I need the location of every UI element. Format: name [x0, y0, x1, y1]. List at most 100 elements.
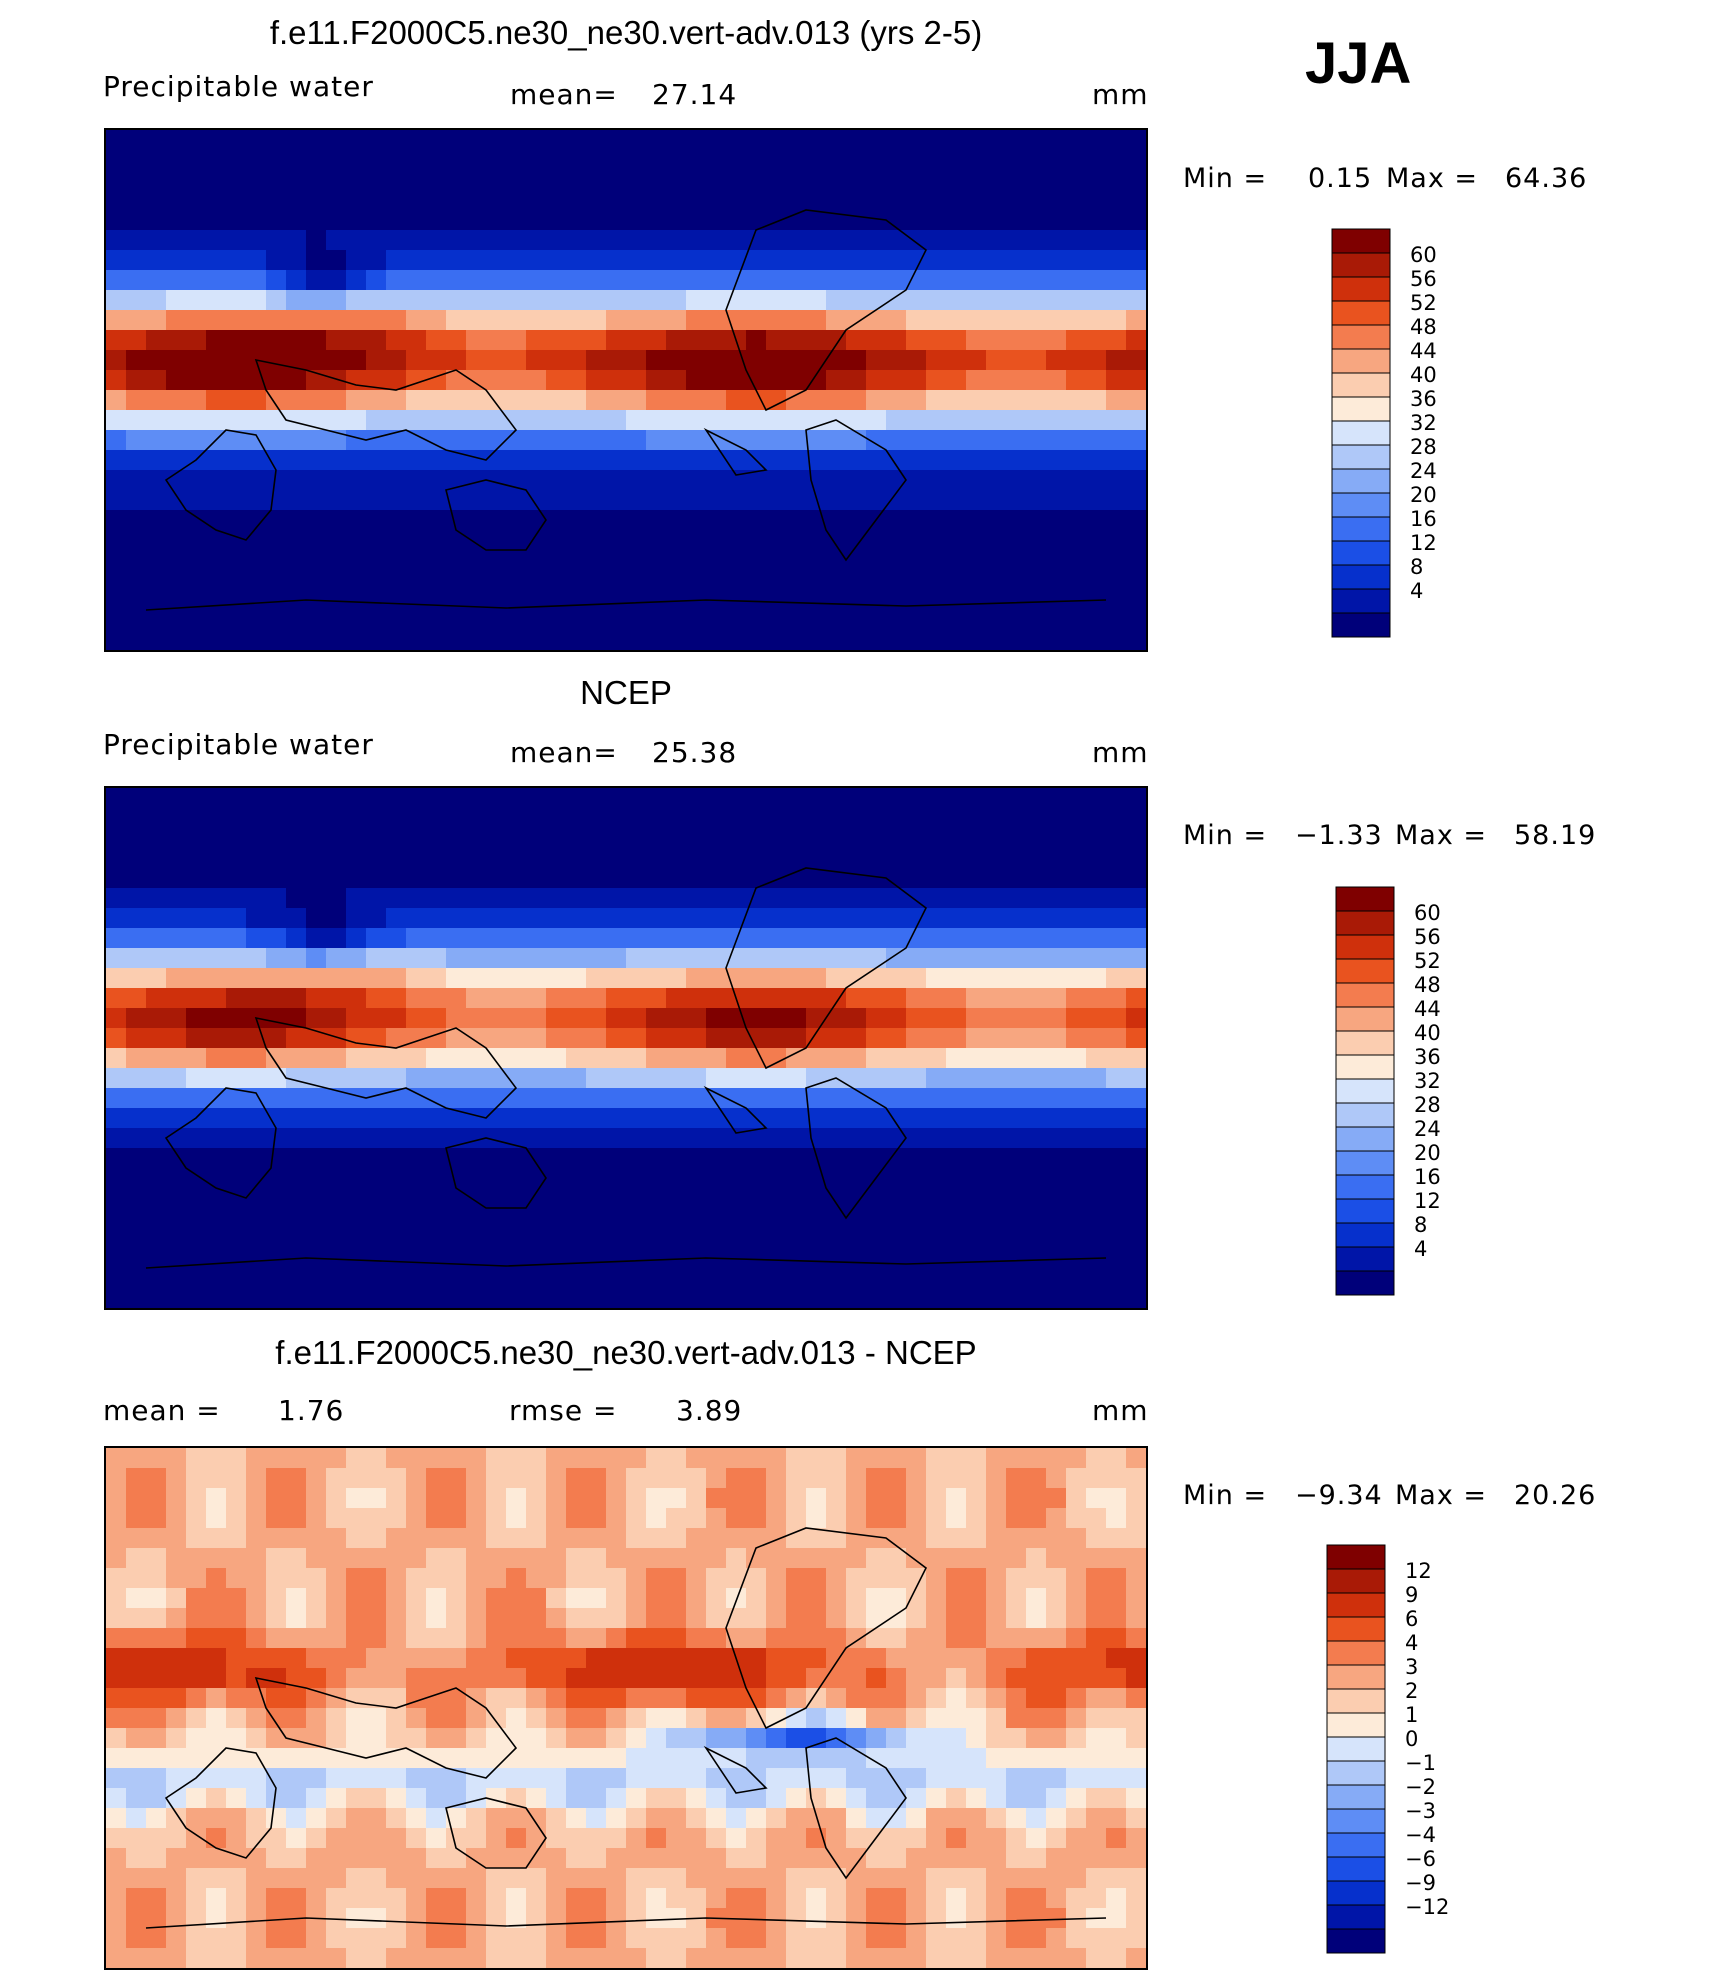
- colorbar-tick-label: 2: [1405, 1679, 1418, 1703]
- colorbar-swatch: [1326, 1928, 1386, 1954]
- panel2-title: NCEP: [580, 674, 672, 711]
- panel2-max-label: Max =: [1395, 820, 1488, 851]
- colorbar-swatch: [1335, 1174, 1395, 1200]
- colorbar-swatch: [1331, 564, 1391, 590]
- colorbar-swatch: [1335, 1006, 1395, 1032]
- colorbar-swatch: [1335, 934, 1395, 960]
- panel2-variable-label: Precipitable water: [103, 728, 374, 761]
- colorbar-tick-label: 12: [1414, 1189, 1441, 1213]
- panel1-map-svg: [106, 130, 1146, 650]
- colorbar-swatch: [1335, 1030, 1395, 1056]
- colorbar-swatch: [1326, 1688, 1386, 1714]
- colorbar-tick-label: 32: [1410, 411, 1437, 435]
- colorbar-tick-label: 1: [1405, 1703, 1418, 1727]
- colorbar-swatch: [1335, 1270, 1395, 1296]
- colorbar-swatch: [1326, 1784, 1386, 1810]
- colorbar-tick-label: 36: [1410, 387, 1437, 411]
- colorbar-swatch: [1335, 1054, 1395, 1080]
- panel3-rmse-label: rmse =: [509, 1394, 618, 1427]
- colorbar-tick-label: 60: [1410, 243, 1437, 267]
- panel3-colorbar: 12 9 6 4 3 2 1 0 −1 −2 −3 −4 −6 −9 −12: [1326, 1544, 1497, 1957]
- colorbar-swatch: [1335, 886, 1395, 912]
- colorbar-tick-label: 16: [1410, 507, 1437, 531]
- colorbar-swatch: [1331, 516, 1391, 542]
- colorbar-swatch: [1331, 252, 1391, 278]
- colorbar-tick-label: 9: [1405, 1583, 1418, 1607]
- panel2-colorbar: 60 56 52 48 44 40 36 32 28 24 20 16 12 8 4: [1335, 886, 1496, 1299]
- colorbar-swatch: [1331, 540, 1391, 566]
- colorbar-swatch: [1335, 1078, 1395, 1104]
- colorbar-tick-label: 12: [1410, 531, 1437, 555]
- colorbar-swatch: [1326, 1712, 1386, 1738]
- colorbar-tick-label: −2: [1405, 1775, 1436, 1799]
- colorbar-tick-label: 40: [1410, 363, 1437, 387]
- colorbar-tick-label: −12: [1405, 1895, 1449, 1919]
- colorbar-swatch: [1326, 1736, 1386, 1762]
- colorbar-tick-label: 52: [1414, 949, 1441, 973]
- colorbar-swatch: [1326, 1904, 1386, 1930]
- panel3-min-value: −9.34: [1295, 1480, 1383, 1511]
- colorbar-swatch: [1331, 420, 1391, 446]
- colorbar-tick-label: −6: [1405, 1847, 1436, 1871]
- panel1-max-value: 64.36: [1505, 163, 1588, 194]
- colorbar-tick-label: 56: [1410, 267, 1437, 291]
- colorbar-tick-label: 6: [1405, 1607, 1418, 1631]
- season-label: JJA: [1305, 31, 1412, 96]
- colorbar-swatch: [1331, 492, 1391, 518]
- panel2-min-label: Min =: [1183, 820, 1268, 851]
- colorbar-tick-label: 40: [1414, 1021, 1441, 1045]
- colorbar-swatch: [1326, 1640, 1386, 1666]
- colorbar-tick-label: 44: [1414, 997, 1441, 1021]
- colorbar-tick-label: 44: [1410, 339, 1437, 363]
- colorbar-tick-label: 8: [1414, 1213, 1427, 1237]
- colorbar-tick-label: 28: [1410, 435, 1437, 459]
- coastline-outlines: [145, 867, 1107, 1269]
- colorbar-tick-label: 48: [1410, 315, 1437, 339]
- colorbar-swatch: [1326, 1808, 1386, 1834]
- colorbar-swatch: [1326, 1856, 1386, 1882]
- panel1-title: f.e11.F2000C5.ne30_ne30.vert-adv.013 (yr…: [269, 14, 983, 51]
- colorbar-tick-label: 52: [1410, 291, 1437, 315]
- colorbar-tick-label: −4: [1405, 1823, 1436, 1847]
- colorbar-swatch: [1326, 1544, 1386, 1570]
- colorbar-swatch: [1335, 1246, 1395, 1272]
- colorbar-swatch: [1335, 1102, 1395, 1128]
- panel1-mean-label: mean=: [510, 78, 618, 111]
- panel3-title: f.e11.F2000C5.ne30_ne30.vert-adv.013 - N…: [275, 1334, 977, 1371]
- colorbar-tick-label: 4: [1405, 1631, 1418, 1655]
- colorbar-swatch: [1331, 228, 1391, 254]
- colorbar-swatch: [1331, 396, 1391, 422]
- colorbar-swatch: [1326, 1760, 1386, 1786]
- colorbar-swatch: [1335, 1150, 1395, 1176]
- panel1-variable-label: Precipitable water: [103, 70, 374, 103]
- colorbar-tick-label: 28: [1414, 1093, 1441, 1117]
- colorbar-tick-label: −3: [1405, 1799, 1436, 1823]
- colorbar-swatch: [1326, 1880, 1386, 1906]
- colorbar-tick-label: 16: [1414, 1165, 1441, 1189]
- coastline-outlines: [145, 1527, 1107, 1929]
- colorbar-tick-label: 3: [1405, 1655, 1418, 1679]
- panel1-map: [104, 128, 1148, 652]
- colorbar-swatch: [1331, 372, 1391, 398]
- colorbar-tick-label: −1: [1405, 1751, 1436, 1775]
- colorbar-swatch: [1331, 468, 1391, 494]
- panel3-mean-label: mean =: [103, 1394, 221, 1427]
- colorbar-tick-label: 20: [1410, 483, 1437, 507]
- panel3-rmse-value: 3.89: [676, 1394, 743, 1427]
- colorbar-swatch: [1326, 1592, 1386, 1618]
- panel3-mean-value: 1.76: [278, 1394, 345, 1427]
- panel1-colorbar: 60 56 52 48 44 40 36 32 28 24 20 16 12 8 4: [1331, 228, 1492, 641]
- colorbar-swatch: [1335, 1198, 1395, 1224]
- panel1-max-label: Max =: [1386, 163, 1479, 194]
- colorbar-tick-label: 20: [1414, 1141, 1441, 1165]
- colorbar-swatch: [1326, 1664, 1386, 1690]
- colorbar-swatch: [1331, 324, 1391, 350]
- panel1-mean-value: 27.14: [652, 78, 738, 111]
- colorbar-swatch: [1326, 1568, 1386, 1594]
- colorbar-tick-label: 24: [1410, 459, 1437, 483]
- colorbar-tick-label: 36: [1414, 1045, 1441, 1069]
- colorbar-tick-label: 4: [1410, 579, 1423, 603]
- panel2-min-value: −1.33: [1295, 820, 1383, 851]
- panel3-max-value: 20.26: [1514, 1480, 1597, 1511]
